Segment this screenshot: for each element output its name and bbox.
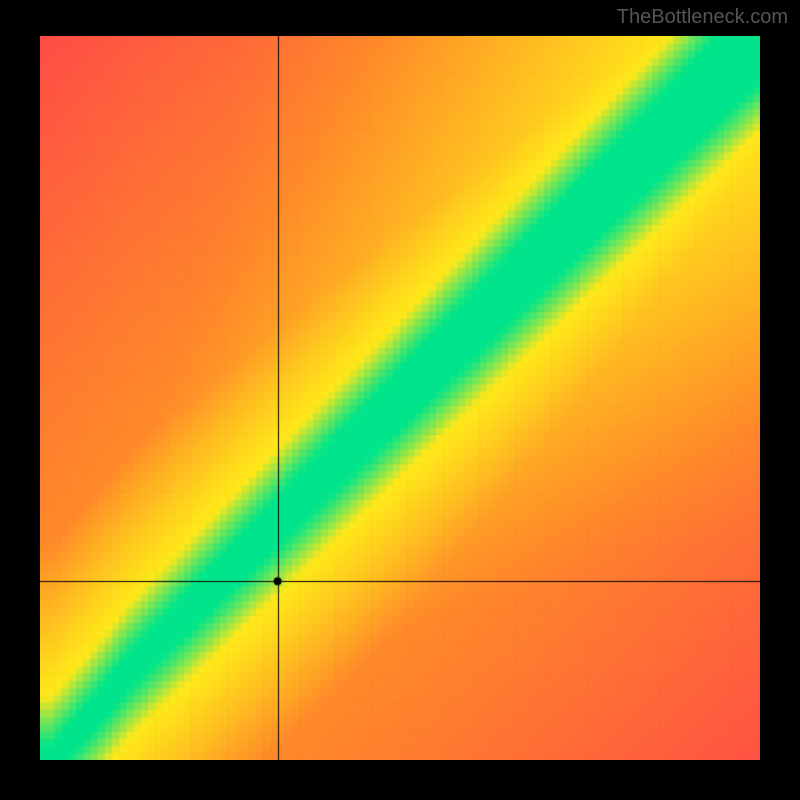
watermark: TheBottleneck.com [617,6,788,29]
chart-container: TheBottleneck.com [0,0,800,800]
heatmap-plot [40,36,760,760]
